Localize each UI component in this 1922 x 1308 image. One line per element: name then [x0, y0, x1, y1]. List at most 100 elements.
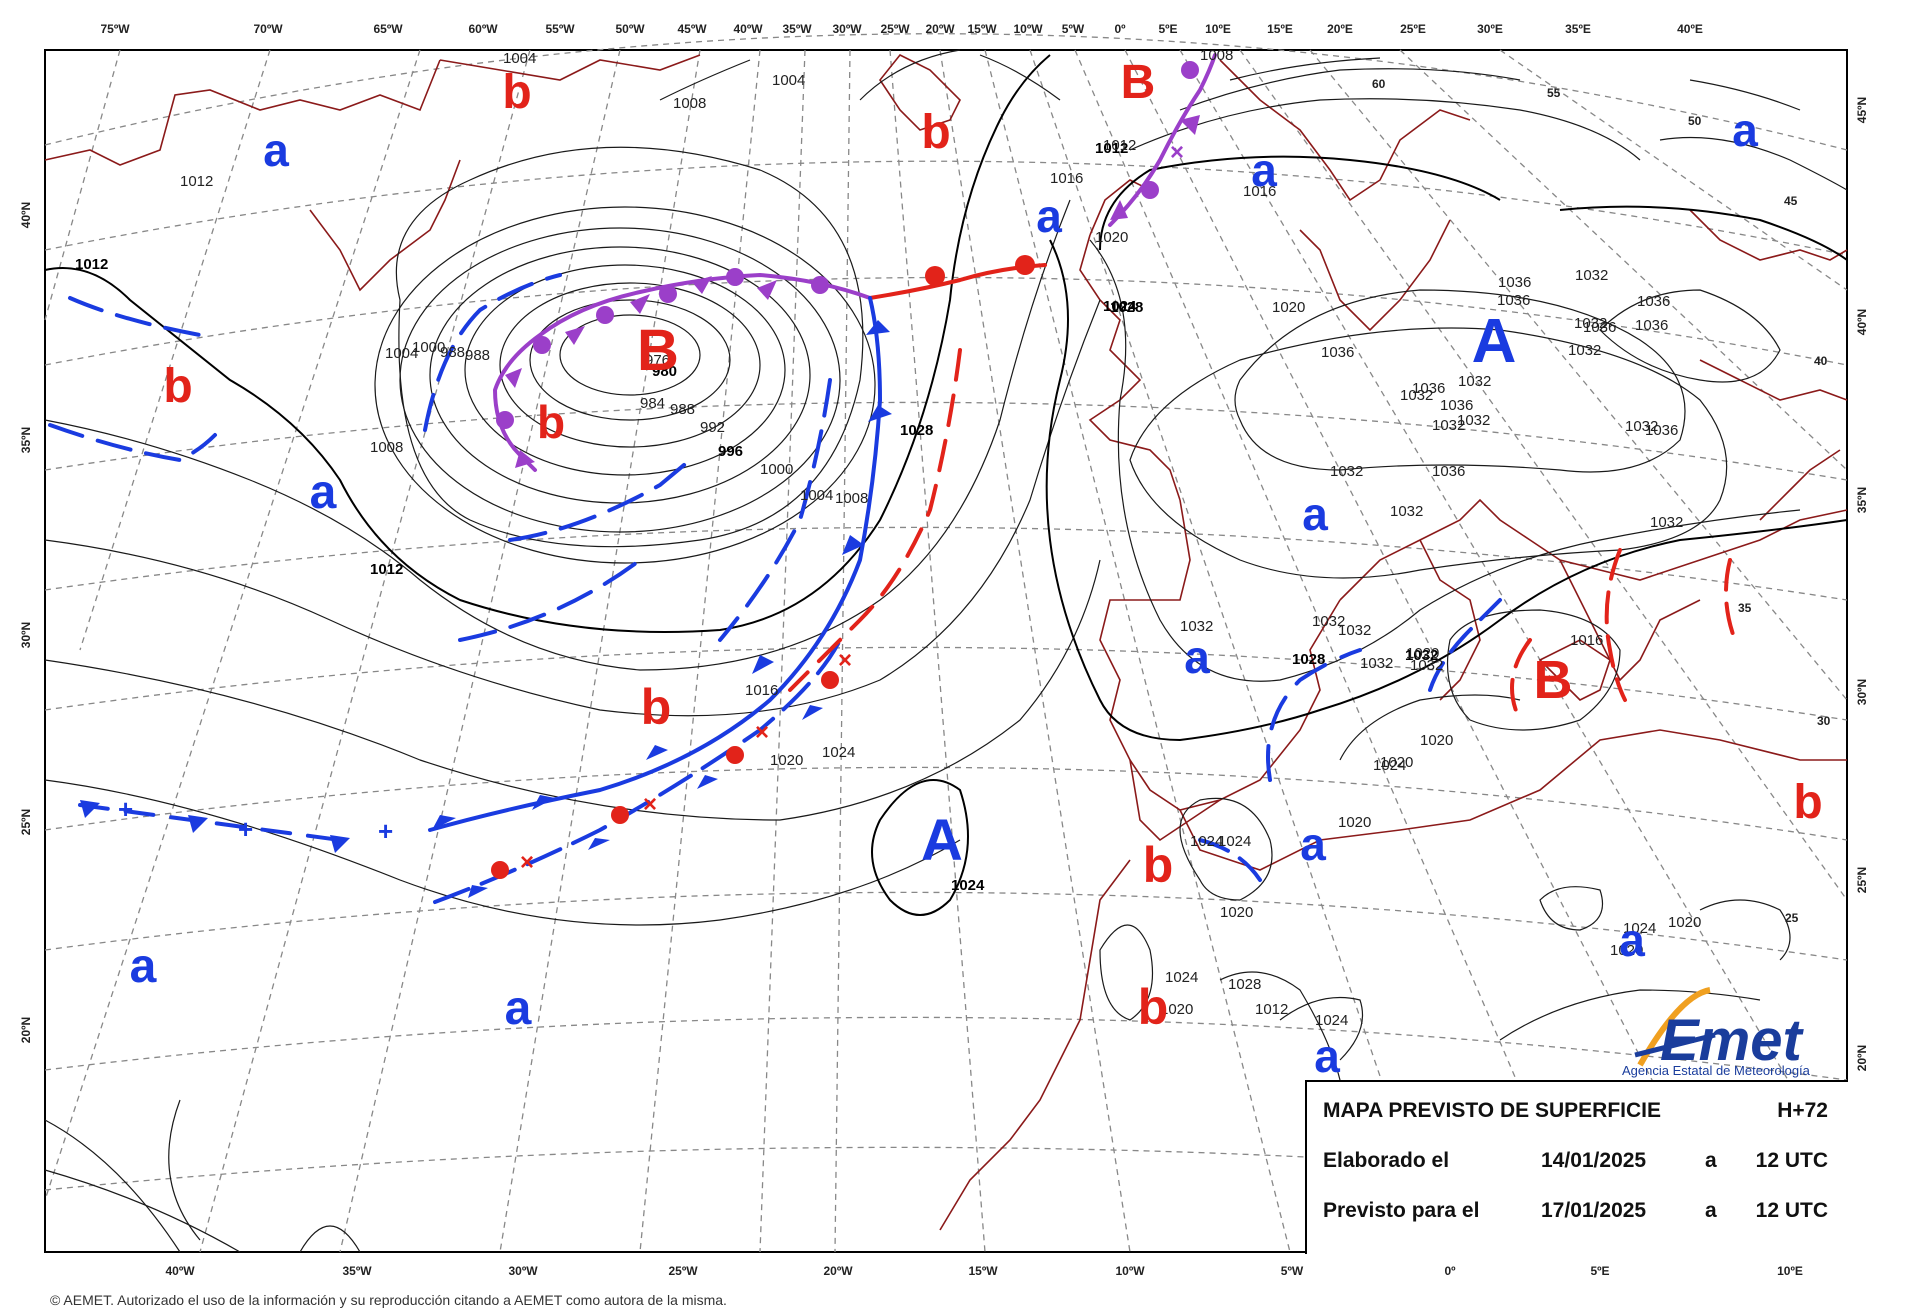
- top-tick-label: 65ºW: [373, 22, 403, 36]
- high-pressure-center: a: [505, 982, 532, 1035]
- isobar-value-label: 1008: [370, 439, 403, 456]
- inner-latitude-label: 45: [1784, 194, 1798, 208]
- low-pressure-center: b: [921, 106, 950, 159]
- low-pressure-center: B: [1121, 56, 1156, 109]
- high-pressure-center: a: [1251, 144, 1277, 196]
- left-tick-label: 40ºN: [19, 202, 33, 228]
- isobar-value-label: 1032: [1405, 647, 1438, 664]
- trough-1: [68, 296, 202, 337]
- trough-9: [1428, 598, 1502, 692]
- isobar-value-label: 1020: [1095, 229, 1128, 246]
- isobar-value-label: 1012: [75, 256, 108, 273]
- low-pressure-center: B: [637, 318, 679, 383]
- low-pressure-center: b: [1138, 979, 1169, 1035]
- high-pressure-center: A: [1472, 307, 1517, 376]
- aemet-logo-mark: Emet: [1634, 987, 1805, 1073]
- isobar-value-label: 1024: [1103, 298, 1137, 315]
- high-pressure-center: a: [263, 124, 289, 176]
- front-symbols: × + + + × × × ×: [80, 61, 1200, 898]
- isobar-value-label: 996: [718, 443, 743, 460]
- isobar-value-label: 1012: [1103, 137, 1136, 154]
- low-pressure-center: B: [1534, 650, 1573, 710]
- isobar-value-label: 1036: [1583, 319, 1616, 336]
- fronts: [48, 53, 1737, 904]
- isobar-value-label: 1032: [1400, 387, 1433, 404]
- isobar-value-label: 1036: [1497, 292, 1530, 309]
- trough-5: [458, 558, 642, 642]
- bottom-tick-label: 40ºW: [165, 1264, 195, 1278]
- isobar-value-label: 1036: [1645, 422, 1678, 439]
- bottom-tick-label: 5ºE: [1590, 1264, 1609, 1278]
- isobar-value-label: 1024: [1190, 833, 1223, 850]
- isobar-value-label: 1020: [1420, 732, 1453, 749]
- high-pressure-center: a: [1619, 914, 1645, 966]
- isobar-value-label: 984: [640, 395, 665, 412]
- high-pressure-center: a: [1314, 1030, 1340, 1082]
- low-pressure-center: b: [502, 66, 531, 119]
- top-tick-label: 5ºE: [1158, 22, 1177, 36]
- inner-latitude-label: 60: [1372, 77, 1386, 91]
- top-tick-label: 70ºW: [253, 22, 283, 36]
- isobar-value-label: 1020: [1160, 1001, 1193, 1018]
- top-tick-label: 60ºW: [468, 22, 498, 36]
- isobars: [44, 49, 1848, 1253]
- coastlines: [44, 53, 1848, 1231]
- valid-date: 17/01/2025: [1541, 1199, 1647, 1222]
- map-title: MAPA PREVISTO DE SUPERFICIE: [1323, 1099, 1661, 1122]
- isobar-value-label: 1036: [1440, 397, 1473, 414]
- isobar-value-label: 988: [465, 347, 490, 364]
- valid-label: Previsto para el: [1323, 1199, 1480, 1222]
- isobar-value-label: 1032: [1625, 418, 1658, 435]
- isobar-value-label: 1032: [1180, 618, 1213, 635]
- bottom-tick-label: 20ºW: [823, 1264, 853, 1278]
- isobar-value-label: 1032: [1360, 655, 1393, 672]
- isobar-value-label: 1008: [1200, 47, 1233, 64]
- occluded-front: [492, 272, 872, 472]
- issued-time: 12 UTC: [1755, 1149, 1828, 1172]
- copyright-footer: © AEMET. Autorizado el uso de la informa…: [50, 1292, 727, 1308]
- red-trough-1: [1510, 638, 1532, 722]
- low-pressure-center: b: [163, 360, 192, 413]
- inner-latitude-label: 25: [1785, 911, 1799, 925]
- left-tick-label: 25ºN: [19, 809, 33, 835]
- isobar-value-label: 1008: [673, 95, 706, 112]
- issued-at: a: [1705, 1149, 1717, 1172]
- svg-text:×: ×: [755, 719, 769, 746]
- svg-text:×: ×: [1170, 139, 1184, 166]
- high-pressure-center: a: [1184, 631, 1210, 683]
- issued-label: Elaborado el: [1323, 1149, 1450, 1172]
- isobar-value-label: 1016: [1570, 632, 1603, 649]
- svg-text:×: ×: [520, 849, 534, 876]
- svg-text:×: ×: [643, 791, 657, 818]
- top-tick-label: 25ºE: [1400, 22, 1426, 36]
- red-trough-3: [1724, 558, 1737, 642]
- right-tick-label: 45ºN: [1855, 97, 1869, 123]
- isobar-value-label: 1036: [1635, 317, 1668, 334]
- isobar-value-label: 1024: [1315, 1012, 1348, 1029]
- isobar-value-label: 1012: [1095, 140, 1128, 157]
- low-pressure-center: b: [1793, 776, 1822, 829]
- isobar-value-label: 1032: [1312, 613, 1345, 630]
- isobar-value-label: 1028: [900, 422, 933, 439]
- top-tick-label: 35ºW: [782, 22, 812, 36]
- svg-text:+: +: [378, 816, 393, 846]
- isobar-value-label: 976: [645, 352, 670, 369]
- top-tick-label: 30ºW: [832, 22, 862, 36]
- top-tick-label: 45ºW: [677, 22, 707, 36]
- isobar-value-label: 1028: [1228, 976, 1261, 993]
- isobar-value-label: 1036: [1412, 380, 1445, 397]
- isobar-value-label: 1036: [1321, 344, 1354, 361]
- isobar-value-label: 1032: [1432, 417, 1465, 434]
- trough-8: [1198, 838, 1262, 882]
- red-trough-2: [1604, 548, 1627, 702]
- top-tick-label: 0º: [1114, 22, 1126, 36]
- top-tick-label: 15ºW: [967, 22, 997, 36]
- top-tick-label: 20ºW: [925, 22, 955, 36]
- bottom-tick-label: 15ºW: [968, 1264, 998, 1278]
- isobar-value-label: 1020: [770, 752, 803, 769]
- top-tick-label: 50ºW: [615, 22, 645, 36]
- isobar-value-label: 1012: [180, 173, 213, 190]
- isobar-value-label: 1000: [760, 461, 793, 478]
- isobar-value-label: 988: [670, 401, 695, 418]
